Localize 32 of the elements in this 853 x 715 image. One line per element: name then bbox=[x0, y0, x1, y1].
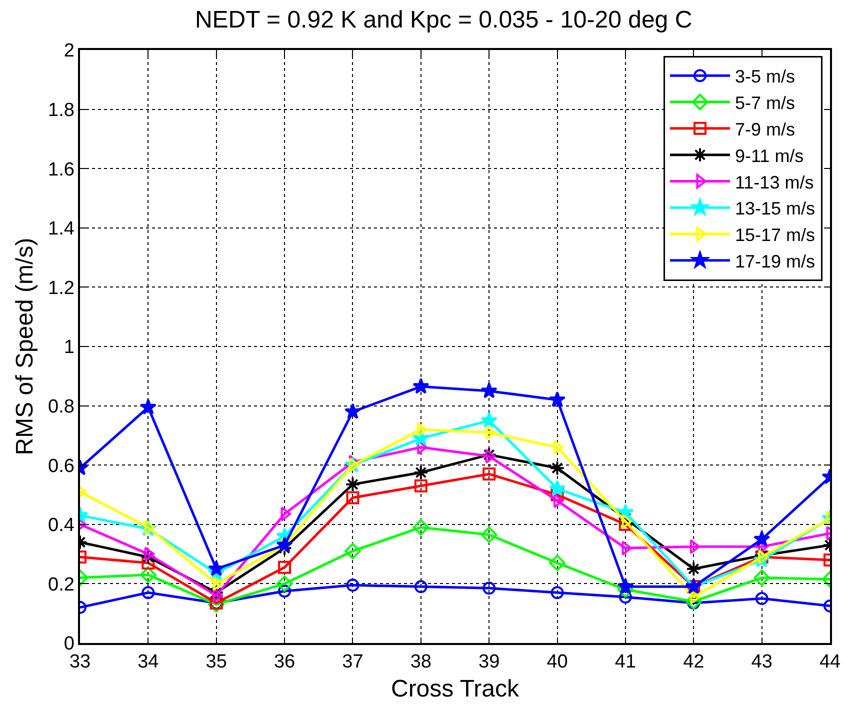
y-tick-label: 1.2 bbox=[48, 278, 74, 299]
legend-label: 7-9 m/s bbox=[735, 119, 796, 140]
chart-title: NEDT = 0.92 K and Kpc = 0.035 - 10-20 deg C bbox=[194, 6, 692, 34]
x-tick-label: 36 bbox=[274, 652, 296, 673]
x-tick-label: 37 bbox=[342, 652, 364, 673]
y-tick-label: 2 bbox=[64, 40, 74, 62]
legend-label: 13-15 m/s bbox=[735, 198, 816, 219]
legend-label: 11-13 m/s bbox=[735, 172, 814, 192]
x-axis-title: Cross Track bbox=[390, 675, 520, 702]
x-tick-label: 39 bbox=[478, 652, 500, 673]
x-tick-label: 34 bbox=[138, 652, 160, 673]
x-tick-label: 41 bbox=[614, 652, 636, 673]
legend-label: 5-7 m/s bbox=[735, 93, 796, 114]
y-tick-label: 0.2 bbox=[48, 574, 74, 596]
x-tick-label: 44 bbox=[819, 652, 841, 673]
y-tick-label: 0.8 bbox=[48, 396, 74, 418]
y-tick-label: 1 bbox=[64, 337, 74, 358]
legend-label: 9-11 m/s bbox=[735, 146, 804, 166]
x-tick-label: 42 bbox=[683, 652, 704, 673]
y-tick-label: 1.4 bbox=[48, 218, 75, 240]
y-tick-label: 0.4 bbox=[48, 515, 75, 536]
legend-label: 3-5 m/s bbox=[735, 66, 796, 87]
x-tick-label: 35 bbox=[206, 652, 227, 673]
y-tick-label: 1.8 bbox=[48, 100, 74, 121]
y-axis-title: RMS of Speed (m/s) bbox=[12, 238, 39, 456]
x-tick-label: 38 bbox=[410, 652, 432, 673]
legend-label: 15-17 m/s bbox=[735, 225, 816, 246]
y-tick-label: 0.6 bbox=[48, 456, 74, 477]
x-tick-label: 43 bbox=[751, 652, 772, 673]
legend-label: 17-19 m/s bbox=[735, 251, 816, 272]
x-tick-label: 40 bbox=[546, 652, 568, 673]
y-tick-label: 1.6 bbox=[48, 159, 74, 180]
